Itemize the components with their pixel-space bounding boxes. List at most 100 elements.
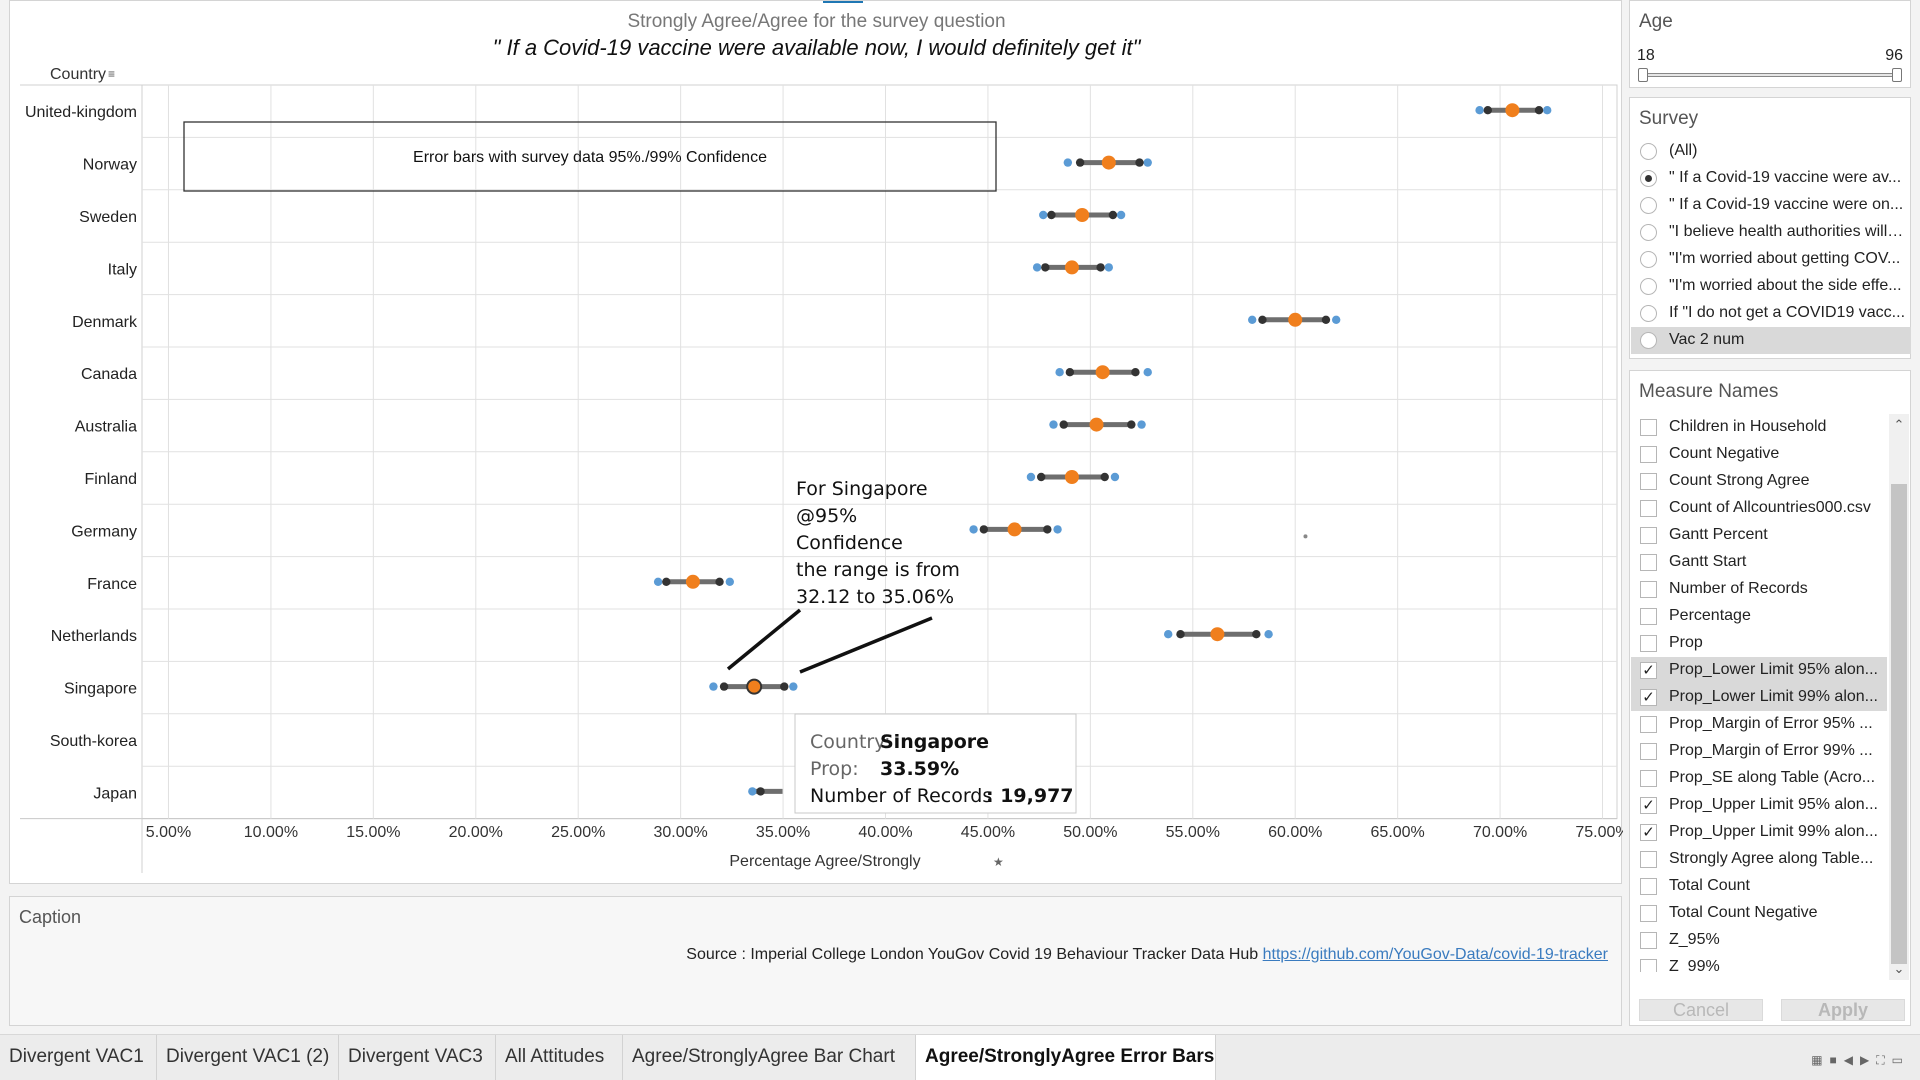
upper-limit-99-point[interactable] <box>1104 263 1113 272</box>
upper-limit-99-point[interactable] <box>1543 106 1552 115</box>
radio-button-icon[interactable] <box>1640 197 1657 214</box>
apply-button[interactable]: Apply <box>1781 999 1905 1021</box>
lower-limit-99-point[interactable] <box>1063 158 1073 167</box>
country-label[interactable]: Singapore <box>64 681 137 698</box>
lower-limit-99-point[interactable] <box>1055 368 1064 377</box>
lower-limit-99-point[interactable] <box>1248 315 1257 324</box>
lower-limit-95-point[interactable] <box>1483 106 1492 115</box>
measure-option[interactable]: Strongly Agree along Table... <box>1631 846 1887 873</box>
upper-limit-99-point[interactable] <box>725 577 735 586</box>
measure-list-scrollbar[interactable]: ⌃ ⌄ <box>1889 414 1909 980</box>
prop-point[interactable] <box>1075 208 1090 222</box>
measure-option[interactable]: Count Negative <box>1631 441 1887 468</box>
upper-limit-95-point[interactable] <box>1321 315 1331 324</box>
measure-option[interactable]: Prop <box>1631 630 1887 657</box>
upper-limit-99-point[interactable] <box>1143 158 1152 167</box>
measure-option[interactable]: Prop_SE along Table (Acro... <box>1631 765 1887 792</box>
lower-limit-95-point[interactable] <box>1036 472 1046 482</box>
measure-option[interactable]: Count Strong Agree <box>1631 468 1887 495</box>
measure-option[interactable]: Z_95% <box>1631 927 1887 954</box>
country-label[interactable]: Germany <box>71 523 137 540</box>
lower-limit-99-point[interactable] <box>1475 106 1484 115</box>
country-label[interactable]: Denmark <box>72 314 138 331</box>
country-label[interactable]: Italy <box>108 261 137 278</box>
source-link[interactable]: https://github.com/YouGov-Data/covid-19-… <box>1262 946 1608 963</box>
country-column-header[interactable]: Country ≡ <box>50 66 115 84</box>
sheet-tab[interactable]: Divergent VAC1 (2) <box>157 1035 339 1080</box>
upper-limit-95-point[interactable] <box>1131 368 1140 377</box>
sort-icon[interactable]: ≡ <box>108 67 116 81</box>
upper-limit-95-point[interactable] <box>1534 106 1544 115</box>
lower-limit-95-point[interactable] <box>979 525 989 534</box>
measure-option[interactable]: ✓ Prop_Upper Limit 95% alon... <box>1631 792 1887 819</box>
lower-limit-95-point[interactable] <box>756 787 765 796</box>
upper-limit-99-point[interactable] <box>1053 525 1062 534</box>
checkbox-icon[interactable] <box>1640 446 1657 463</box>
upper-limit-99-point[interactable] <box>1116 210 1126 220</box>
measure-option[interactable]: Children in Household <box>1631 414 1887 441</box>
lower-limit-99-point[interactable] <box>1164 630 1173 639</box>
prop-point[interactable] <box>685 574 700 589</box>
prop-point[interactable] <box>1095 365 1110 380</box>
radio-button-icon[interactable] <box>1640 251 1657 268</box>
lower-limit-99-point[interactable] <box>1026 472 1036 482</box>
cancel-button[interactable]: Cancel <box>1639 999 1763 1021</box>
pin-icon[interactable]: ★ <box>993 855 1004 869</box>
survey-option[interactable]: (All) <box>1631 138 1911 165</box>
radio-button-icon[interactable] <box>1640 170 1657 187</box>
measure-option[interactable]: ✓ Prop_Lower Limit 95% alon... <box>1631 657 1887 684</box>
checkbox-icon[interactable] <box>1640 473 1657 490</box>
upper-limit-99-point[interactable] <box>1143 368 1152 377</box>
checkbox-icon[interactable] <box>1640 608 1657 625</box>
survey-option[interactable]: " If a Covid-19 vaccine were on... <box>1631 192 1911 219</box>
checkbox-icon[interactable] <box>1640 905 1657 922</box>
lower-limit-95-point[interactable] <box>662 577 671 586</box>
checkbox-checked-icon[interactable]: ✓ <box>1640 824 1657 841</box>
measure-option[interactable]: Gantt Start <box>1631 549 1887 576</box>
upper-limit-95-point[interactable] <box>1252 630 1261 639</box>
checkbox-icon[interactable] <box>1640 419 1657 436</box>
measure-option[interactable]: Prop_Margin of Error 99% ... <box>1631 738 1887 765</box>
upper-limit-95-point[interactable] <box>1108 210 1118 220</box>
lower-limit-99-point[interactable] <box>1032 263 1042 272</box>
survey-option[interactable]: Vac 2 num <box>1631 327 1911 354</box>
upper-limit-99-point[interactable] <box>1137 420 1146 429</box>
country-label[interactable]: Japan <box>93 785 137 802</box>
checkbox-icon[interactable] <box>1640 743 1657 760</box>
checkbox-checked-icon[interactable]: ✓ <box>1640 797 1657 814</box>
sheet-tab[interactable]: Divergent VAC1 <box>0 1035 157 1080</box>
checkbox-checked-icon[interactable]: ✓ <box>1640 689 1657 706</box>
lower-limit-95-point[interactable] <box>1176 630 1185 639</box>
lower-limit-99-point[interactable] <box>969 525 978 534</box>
country-label[interactable]: United-kingdom <box>25 104 137 121</box>
age-slider-high-handle[interactable] <box>1892 68 1902 82</box>
radio-button-icon[interactable] <box>1640 143 1657 160</box>
measure-option[interactable]: Total Count Negative <box>1631 900 1887 927</box>
checkbox-icon[interactable] <box>1640 959 1657 972</box>
upper-limit-95-point[interactable] <box>1127 420 1136 429</box>
upper-limit-95-point[interactable] <box>1135 158 1144 167</box>
survey-option[interactable]: If "I do not get a COVID19 vacc... <box>1631 300 1911 327</box>
measure-option[interactable]: Percentage <box>1631 603 1887 630</box>
checkbox-icon[interactable] <box>1640 716 1657 733</box>
scroll-thumb[interactable] <box>1891 484 1907 964</box>
radio-button-icon[interactable] <box>1640 332 1657 349</box>
lower-limit-95-point[interactable] <box>1059 420 1068 429</box>
measure-option[interactable]: Gantt Percent <box>1631 522 1887 549</box>
lower-limit-99-point[interactable] <box>1039 210 1048 220</box>
measure-option[interactable]: ✓ Prop_Upper Limit 99% alon... <box>1631 819 1887 846</box>
country-label[interactable]: Finland <box>85 471 137 488</box>
prop-point[interactable] <box>1064 470 1079 484</box>
checkbox-icon[interactable] <box>1640 554 1657 571</box>
prop-point[interactable] <box>1101 155 1116 170</box>
upper-limit-99-point[interactable] <box>1110 472 1120 482</box>
lower-limit-95-point[interactable] <box>719 682 729 691</box>
upper-limit-99-point[interactable] <box>1331 315 1341 324</box>
upper-limit-95-point[interactable] <box>1096 263 1105 272</box>
country-label[interactable]: France <box>87 576 137 593</box>
prop-point[interactable] <box>746 678 763 695</box>
checkbox-icon[interactable] <box>1640 770 1657 787</box>
lower-limit-95-point[interactable] <box>1065 368 1075 377</box>
lower-limit-95-point[interactable] <box>1258 315 1267 324</box>
checkbox-icon[interactable] <box>1640 932 1657 949</box>
